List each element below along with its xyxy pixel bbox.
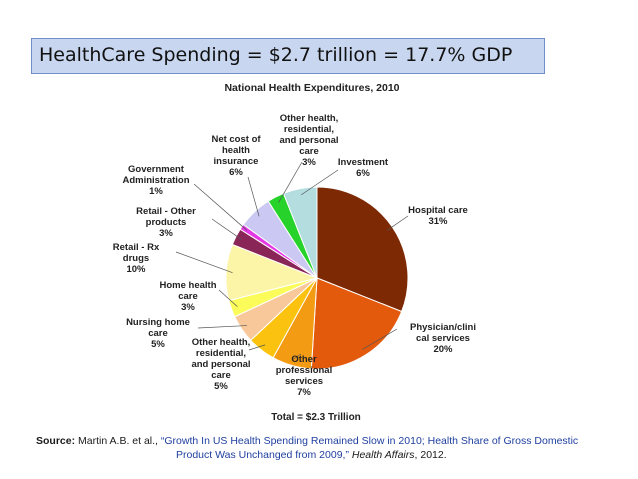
slice-label-3: Other professional services 7% — [276, 354, 333, 398]
slice-label-7: Retail - Rx drugs 10% — [113, 242, 160, 275]
source-label: Source: — [36, 435, 76, 447]
leader-line-2 — [362, 328, 398, 350]
leader-line-6 — [218, 289, 238, 307]
source-citation: Source: Martin A.B. et al., “Growth In U… — [36, 434, 616, 462]
leader-line-9 — [193, 183, 248, 231]
slice-label-10: Net cost of health insurance 6% — [211, 134, 261, 178]
pie-chart: National Health Expenditures, 2010 Hospi… — [113, 82, 476, 423]
slice-label-1: Hospital care 31% — [408, 205, 468, 227]
leader-line-12 — [300, 169, 339, 196]
slice-label-9: Government Administration 1% — [122, 164, 189, 197]
source-journal: Health Affairs — [351, 449, 415, 461]
slice-label-11: Other health, residential, and personal car… — [279, 113, 338, 168]
leader-line-7 — [175, 251, 233, 274]
leader-line-4 — [248, 344, 266, 351]
pie-slice-2 — [310, 277, 403, 370]
source-year: , 2012. — [414, 449, 447, 461]
source-article-title-line2: Product Was Unchanged from 2009,” — [176, 449, 349, 461]
leader-line-5 — [197, 325, 248, 329]
chart-title: National Health Expenditures, 2010 — [224, 82, 399, 94]
slide-title-banner: HealthCare Spending = $2.7 trillion = 17… — [31, 38, 545, 74]
leader-line-1 — [386, 215, 409, 231]
slice-label-6: Home health care 3% — [159, 280, 216, 313]
source-article-title-line1: “Growth In US Health Spending Remained S… — [160, 435, 579, 447]
leader-line-8 — [211, 218, 242, 240]
slice-label-2: Physician/clini cal services 20% — [410, 322, 476, 355]
leader-line-3 — [293, 353, 302, 360]
slice-label-8: Retail - Other products 3% — [136, 206, 196, 239]
leader-line-11 — [278, 161, 303, 203]
chart-total-label: Total = $2.3 Trillion — [271, 412, 361, 423]
slice-label-5: Nursing home care 5% — [126, 317, 190, 350]
source-authors: Martin A.B. et al., — [75, 435, 161, 447]
leader-line-10 — [247, 176, 260, 217]
slice-label-12: Investment 6% — [338, 157, 389, 179]
slice-label-4: Other health, residential, and personal car… — [191, 337, 250, 392]
